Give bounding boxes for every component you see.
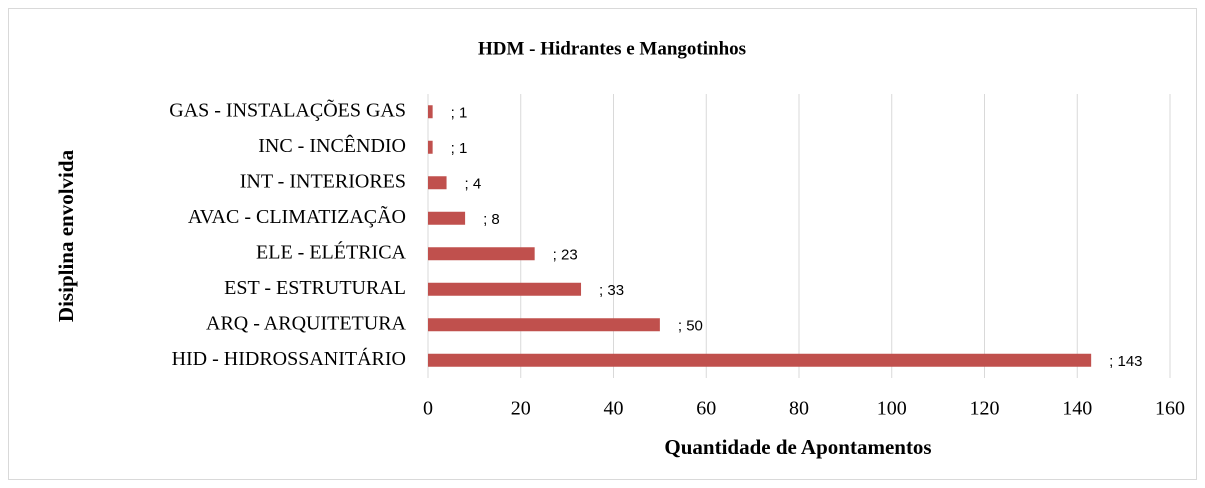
x-tick-label: 100 xyxy=(877,398,907,420)
value-label: ; 23 xyxy=(553,247,578,264)
bar xyxy=(428,247,535,261)
x-axis-label: Quantidade de Apontamentos xyxy=(664,435,931,459)
value-label: ; 1 xyxy=(451,105,468,122)
x-tick-label: 120 xyxy=(970,398,1000,420)
chart-title: HDM - Hidrantes e Mangotinhos xyxy=(478,38,746,59)
y-axis-label: Disiplina envolvida xyxy=(54,149,78,322)
value-label: ; 143 xyxy=(1109,353,1142,370)
y-tick-label: HID - HIDROSSANITÁRIO xyxy=(172,347,406,370)
bar xyxy=(428,105,433,119)
value-label: ; 4 xyxy=(465,176,482,193)
value-label: ; 1 xyxy=(451,140,468,157)
bar xyxy=(428,211,466,225)
value-label: ; 8 xyxy=(483,211,500,228)
bar xyxy=(428,353,1092,367)
x-tick-label: 140 xyxy=(1062,398,1092,420)
y-tick-label: INT - INTERIORES xyxy=(240,170,406,192)
y-tick-label: GAS - INSTALAÇÕES GAS xyxy=(169,97,406,121)
x-tick-label: 20 xyxy=(511,398,531,420)
chart-border xyxy=(8,8,1197,480)
y-tick-label: ELE - ELÉTRICA xyxy=(256,240,407,263)
bar xyxy=(428,140,433,154)
bar xyxy=(428,318,660,332)
bar xyxy=(428,282,582,296)
x-tick-label: 80 xyxy=(789,398,809,420)
y-tick-label: ARQ - ARQUITETURA xyxy=(206,312,407,334)
x-tick-label: 0 xyxy=(423,398,433,420)
x-tick-label: 40 xyxy=(604,398,624,420)
value-label: ; 50 xyxy=(678,318,703,335)
x-tick-label: 160 xyxy=(1155,398,1185,420)
y-tick-label: INC - INCÊNDIO xyxy=(258,134,406,157)
value-label: ; 33 xyxy=(599,282,624,299)
y-tick-label: AVAC - CLIMATIZAÇÃO xyxy=(188,204,406,228)
x-tick-label: 60 xyxy=(696,398,716,420)
bar xyxy=(428,176,447,190)
y-tick-label: EST - ESTRUTURAL xyxy=(224,277,406,299)
